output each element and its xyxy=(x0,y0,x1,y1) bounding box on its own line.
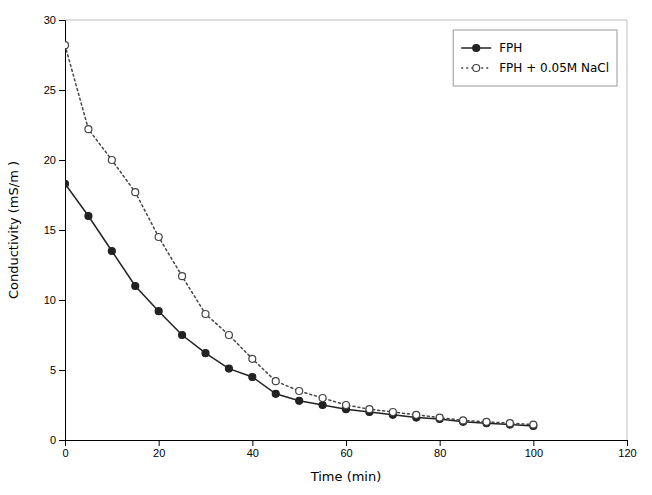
y-axis-tick: 25 xyxy=(44,84,65,96)
frame xyxy=(627,20,628,440)
x-axis: 0 20 40 60 80 100 120 xyxy=(62,440,636,459)
series xyxy=(65,42,537,428)
y-axis-tick-label: 5 xyxy=(50,364,56,376)
y-axis-tick-mark xyxy=(59,20,65,21)
y-axis-tick-label: 10 xyxy=(44,294,56,306)
point xyxy=(343,402,350,409)
point xyxy=(366,406,373,413)
point xyxy=(225,365,232,372)
x-axis-domain xyxy=(66,441,628,447)
y-axis-tick-label: 15 xyxy=(44,224,56,236)
x-axis-tick-label: 80 xyxy=(434,447,446,459)
y-axis-title: Conductivity (mS/m ) xyxy=(6,161,21,299)
x-axis-tick-mark xyxy=(533,440,534,446)
legend-box xyxy=(453,30,617,86)
point xyxy=(108,157,115,164)
point xyxy=(202,311,209,318)
y-axis-tick-mark xyxy=(59,160,65,161)
point xyxy=(225,332,232,339)
point xyxy=(65,180,69,187)
point xyxy=(179,332,186,339)
point xyxy=(85,213,92,220)
x-axis-tick: 120 xyxy=(618,440,636,459)
y-axis-tick-mark xyxy=(59,440,65,441)
point xyxy=(530,421,537,428)
x-axis-tick-mark xyxy=(159,440,160,446)
x-axis-tick-label: 20 xyxy=(153,447,165,459)
y-axis-tick: 0 xyxy=(50,434,65,446)
point xyxy=(272,390,279,397)
point xyxy=(506,420,513,427)
point xyxy=(132,283,139,290)
y-axis-tick: 30 xyxy=(44,14,65,26)
x-axis-tick-label: 0 xyxy=(62,447,68,459)
y-axis-tick-label: 0 xyxy=(50,434,56,446)
point xyxy=(249,355,256,362)
marks xyxy=(65,42,537,430)
legend-marker xyxy=(473,65,480,72)
x-axis-tick-mark xyxy=(627,440,628,446)
point xyxy=(202,350,209,357)
x-axis-tick-mark xyxy=(440,440,441,446)
point xyxy=(319,402,326,409)
legend-label: FPH xyxy=(499,41,522,55)
legend: FPH FPH + 0.05M NaCl xyxy=(453,30,617,86)
chart: 0 20 40 60 80 100 120 0 5 10 15 20 25 30 FPH FPH + 0.05… xyxy=(0,0,652,495)
point xyxy=(389,409,396,416)
legend-marker xyxy=(473,45,480,52)
x-axis-tick: 80 xyxy=(434,440,446,459)
y-axis-tick-label: 30 xyxy=(44,14,56,26)
y-axis-tick-label: 20 xyxy=(44,154,56,166)
x-axis-tick-mark xyxy=(252,440,253,446)
y-axis-tick-label: 25 xyxy=(44,84,56,96)
y-axis: 0 5 10 15 20 25 30 xyxy=(44,14,66,446)
point xyxy=(296,397,303,404)
series xyxy=(65,180,537,429)
plot: 0 20 40 60 80 100 120 0 5 10 15 20 25 30 FPH FPH + 0.05… xyxy=(44,14,637,459)
x-axis-tick: 60 xyxy=(340,440,352,459)
line xyxy=(65,45,533,424)
y-axis-tick: 10 xyxy=(44,294,65,306)
line xyxy=(65,184,533,426)
x-axis-tick: 100 xyxy=(525,440,543,459)
point xyxy=(460,417,467,424)
y-axis-tick: 15 xyxy=(44,224,65,236)
y-axis-tick-mark xyxy=(59,370,65,371)
y-axis-tick: 20 xyxy=(44,154,65,166)
point xyxy=(65,42,69,49)
x-axis-tick: 40 xyxy=(247,440,259,459)
legend-label: FPH + 0.05M NaCl xyxy=(499,61,609,75)
x-axis-tick-label: 40 xyxy=(247,447,259,459)
point xyxy=(179,273,186,280)
x-axis-tick: 20 xyxy=(153,440,165,459)
y-axis-tick: 5 xyxy=(50,364,65,376)
point xyxy=(483,418,490,425)
y-axis-domain xyxy=(59,21,66,441)
x-axis-tick-mark xyxy=(346,440,347,446)
x-axis-tick-label: 120 xyxy=(618,447,636,459)
y-axis-tick-mark xyxy=(59,90,65,91)
point xyxy=(249,374,256,381)
point xyxy=(413,411,420,418)
point xyxy=(132,189,139,196)
x-axis-title: Time (min) xyxy=(310,469,382,484)
x-axis-tick-label: 60 xyxy=(340,447,352,459)
frame xyxy=(65,20,627,21)
point xyxy=(319,395,326,402)
x-axis-tick-label: 100 xyxy=(525,447,543,459)
point xyxy=(85,126,92,133)
point xyxy=(436,414,443,421)
x-axis-tick: 0 xyxy=(62,440,68,459)
point xyxy=(108,248,115,255)
point xyxy=(296,388,303,395)
point xyxy=(155,234,162,241)
y-axis-tick-mark xyxy=(59,300,65,301)
point xyxy=(272,378,279,385)
point xyxy=(155,308,162,315)
y-axis-tick-mark xyxy=(59,230,65,231)
